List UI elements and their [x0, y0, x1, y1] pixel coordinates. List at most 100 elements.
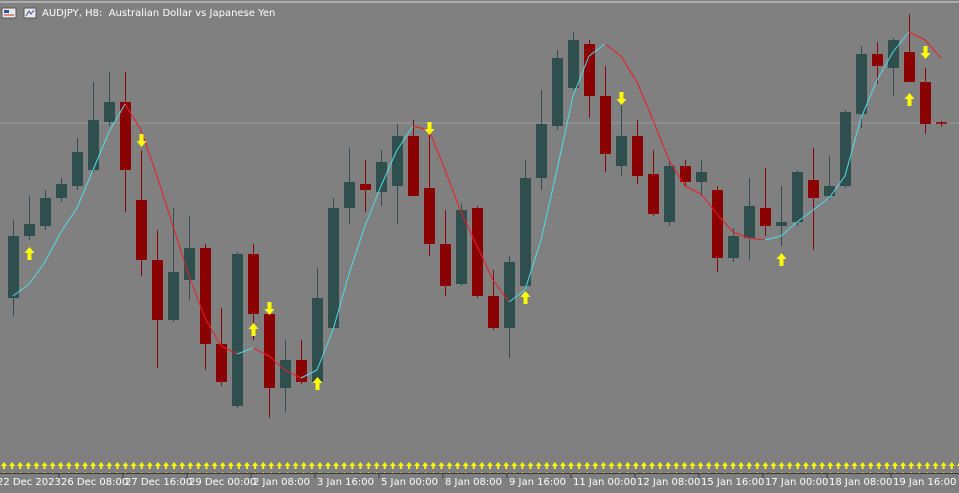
candle-body — [200, 248, 211, 344]
ma-segment — [828, 175, 846, 199]
x-tick-label: 26 Dec 08:00 — [61, 477, 128, 488]
x-tick-label: 12 Jan 08:00 — [637, 477, 700, 488]
candle-body — [40, 198, 51, 226]
ma-segment — [92, 131, 110, 171]
ma-segment — [620, 55, 638, 83]
ma-segment — [780, 221, 798, 237]
ma-segment — [812, 197, 830, 211]
candle-body — [408, 136, 419, 196]
x-tick-label: 19 Jan 16:00 — [893, 477, 956, 488]
sell-arrow — [616, 92, 627, 105]
candle-body — [488, 296, 499, 328]
candle-body — [584, 44, 595, 96]
candle-body — [472, 208, 483, 296]
candle-body — [280, 360, 291, 388]
ma-segment — [860, 79, 878, 119]
ma-segment — [236, 347, 254, 355]
candle-body — [632, 136, 643, 176]
sell-arrow — [920, 46, 931, 59]
buy-arrow — [248, 323, 259, 336]
candle-body — [184, 248, 195, 280]
candle-body — [920, 82, 931, 124]
ma-segment — [44, 231, 62, 263]
candle-body — [376, 162, 387, 192]
candle-body — [712, 190, 723, 258]
x-tick-label: 11 Jan 00:00 — [573, 477, 636, 488]
sell-arrow — [424, 122, 435, 135]
indicator-strip — [0, 461, 959, 473]
ma-segment — [348, 225, 366, 275]
candle-body — [296, 360, 307, 382]
candle-body — [760, 208, 771, 226]
x-tick-label: 15 Jan 16:00 — [701, 477, 764, 488]
ma-segment — [76, 169, 94, 209]
candle-body — [840, 112, 851, 186]
candle-body — [776, 222, 787, 226]
ma-segment — [172, 225, 190, 277]
candle-body — [360, 184, 371, 190]
candle-body — [424, 188, 435, 244]
x-tick-label: 8 Jan 08:00 — [445, 477, 502, 488]
candle-body — [136, 200, 147, 260]
ma-segment — [140, 129, 158, 177]
candle-body — [120, 102, 131, 170]
ma-segment — [732, 231, 750, 239]
ma-segment — [700, 193, 718, 215]
ma-segment — [252, 347, 270, 357]
x-tick-label: 22 Dec 2023 — [0, 477, 61, 488]
candle-body — [536, 124, 547, 178]
ma-segment — [572, 55, 590, 97]
ma-segment — [636, 81, 654, 121]
candle-body — [888, 40, 899, 68]
ma-segment — [876, 51, 894, 81]
candle-body — [856, 54, 867, 114]
ma-segment — [764, 235, 782, 241]
candle-body — [88, 120, 99, 170]
candle-body — [24, 224, 35, 236]
ma-segment — [60, 207, 78, 233]
candle-body — [600, 96, 611, 154]
buy-arrow — [904, 93, 915, 106]
candle-body — [328, 208, 339, 328]
candle-body — [392, 136, 403, 186]
x-tick-label: 3 Jan 16:00 — [317, 477, 374, 488]
candle-body — [168, 272, 179, 320]
x-tick-label: 9 Jan 16:00 — [509, 477, 566, 488]
ma-segment — [444, 169, 462, 213]
ma-segment — [204, 317, 222, 347]
ma-segment — [796, 209, 814, 223]
ma-segment — [524, 239, 542, 291]
candle-body — [56, 184, 67, 198]
ma-segment — [892, 31, 910, 53]
ma-segment — [300, 369, 318, 379]
ma-segment — [380, 149, 398, 187]
candle-body — [232, 254, 243, 406]
candle-body — [568, 40, 579, 88]
ma-segment — [28, 261, 46, 285]
ma-segment — [716, 213, 734, 233]
x-tick-label: 29 Dec 00:00 — [189, 477, 256, 488]
candle-body — [552, 58, 563, 126]
buy-arrow — [776, 253, 787, 266]
candle-body — [616, 136, 627, 166]
ma-segment — [428, 129, 446, 171]
x-tick-label: 27 Dec 16:00 — [125, 477, 192, 488]
x-tick-label: 5 Jan 00:00 — [381, 477, 438, 488]
candle-body — [104, 102, 115, 122]
ma-segment — [604, 43, 622, 57]
ma-segment — [908, 31, 926, 41]
ma-segment — [924, 39, 942, 59]
sell-arrow — [136, 134, 147, 147]
ma-segment — [684, 185, 702, 195]
candle-body — [520, 178, 531, 286]
ma-segment — [124, 103, 142, 131]
x-tick-label: 17 Jan 00:00 — [765, 477, 828, 488]
ma-segment — [652, 119, 670, 161]
candle-body — [696, 172, 707, 182]
ma-segment — [332, 273, 350, 331]
candle-body — [792, 172, 803, 222]
candle-body — [312, 298, 323, 382]
ma-segment — [508, 289, 526, 303]
